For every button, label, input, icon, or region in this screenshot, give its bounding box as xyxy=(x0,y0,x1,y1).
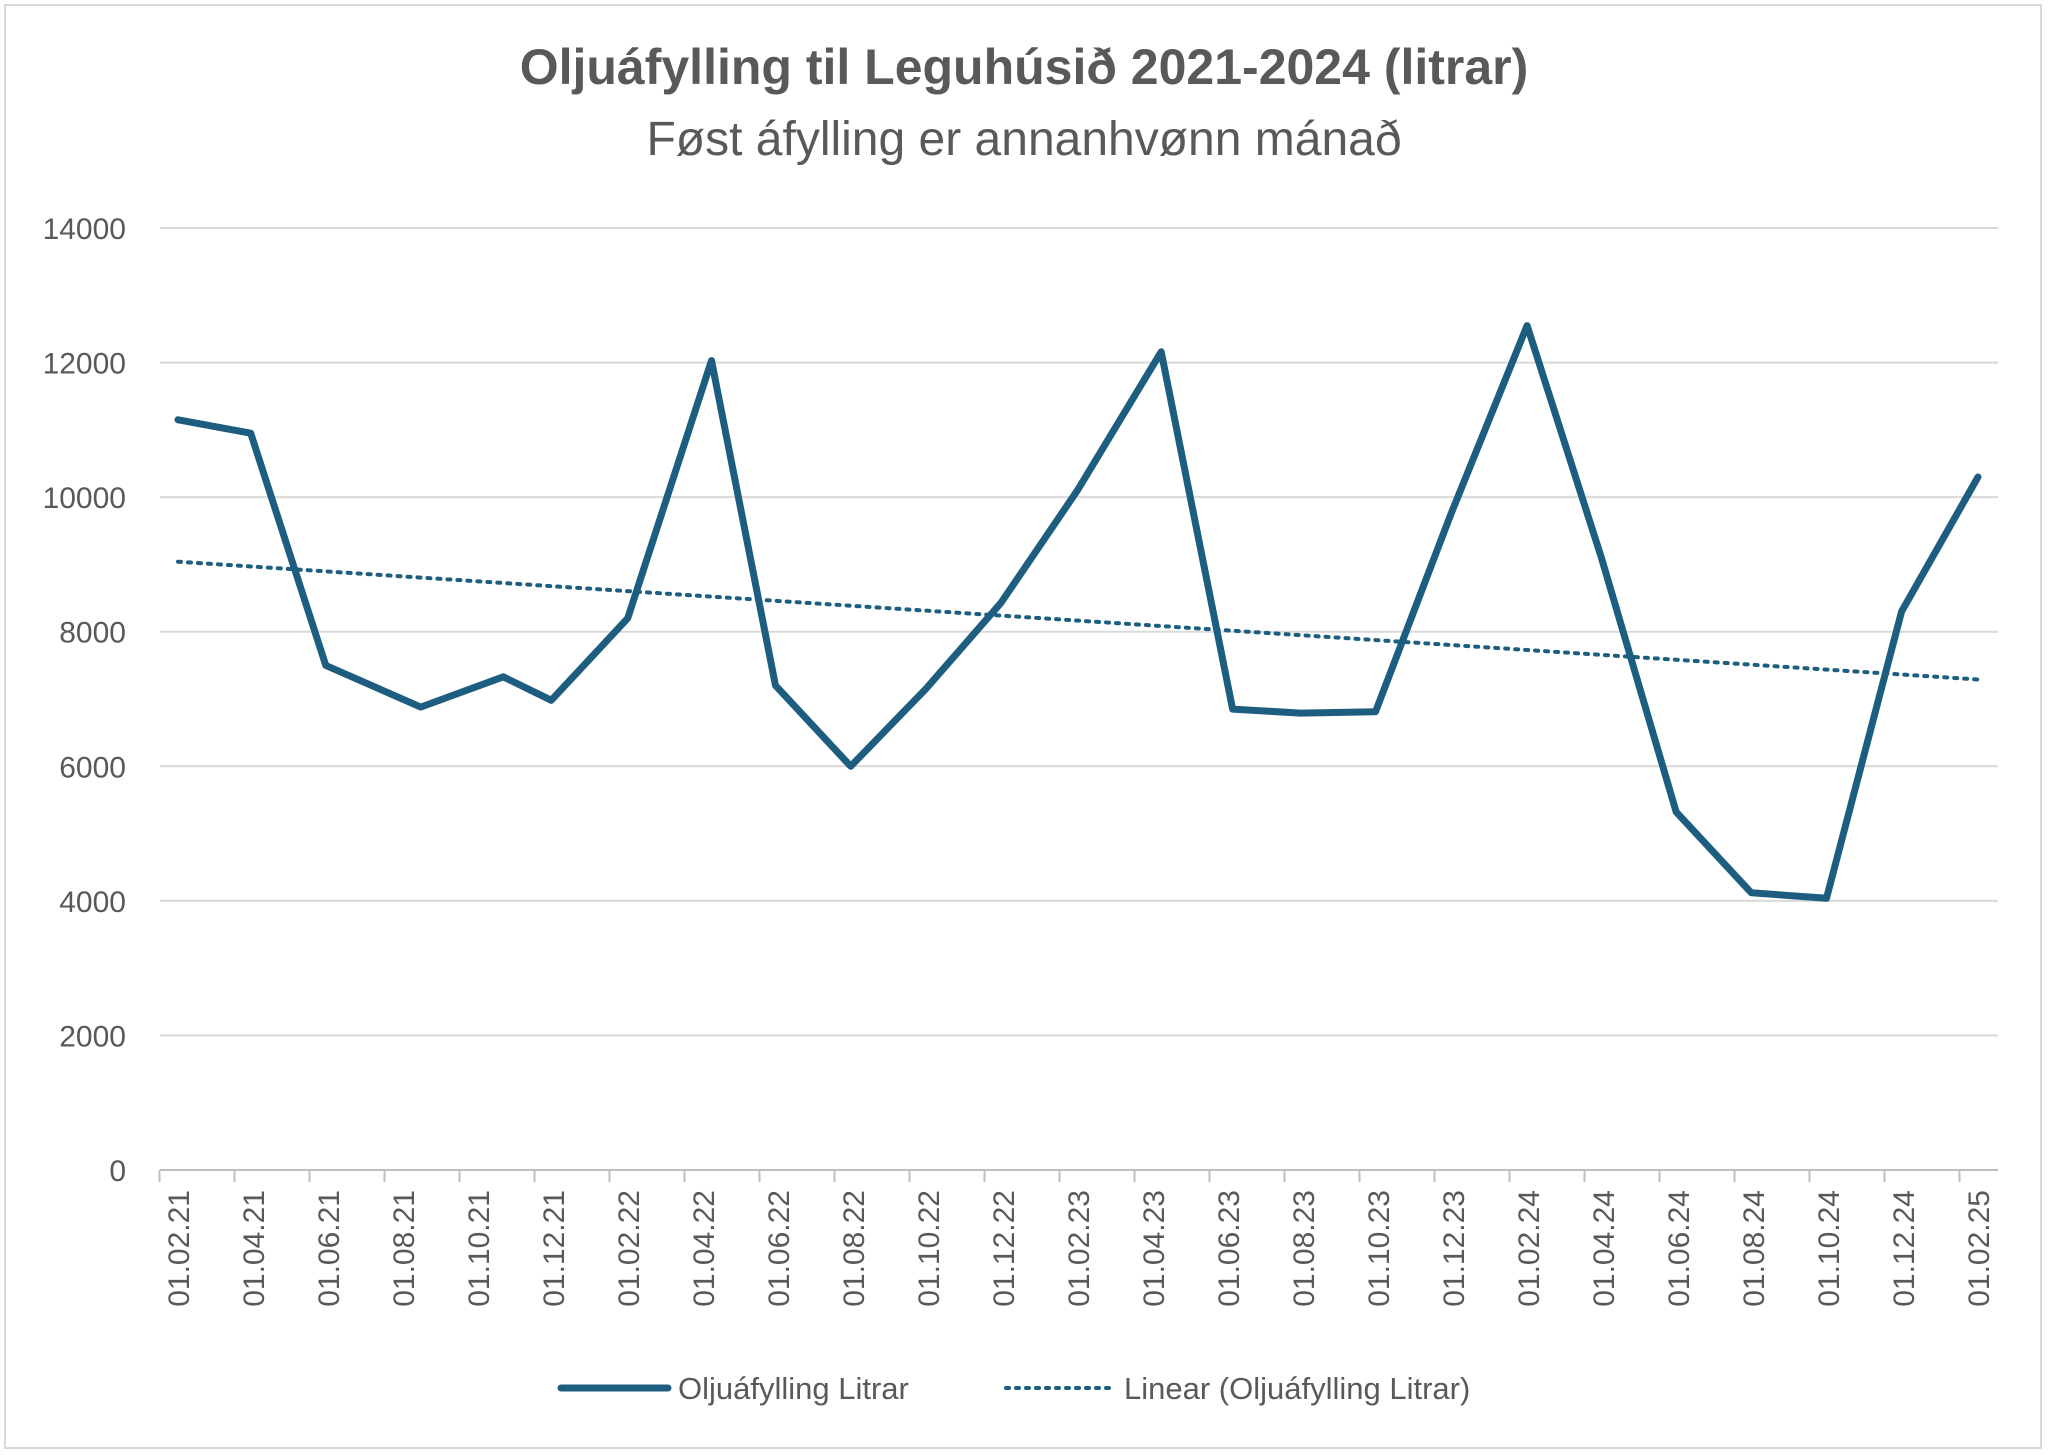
data-point xyxy=(627,617,629,619)
chart-frame xyxy=(4,4,2042,1449)
x-tick-label: 01.02.24 xyxy=(1513,1190,1546,1307)
legend-label-series: Oljuáfylling Litrar xyxy=(678,1371,909,1406)
x-tick-label: 01.08.22 xyxy=(838,1190,871,1307)
data-point xyxy=(1076,489,1078,491)
data-point xyxy=(1675,811,1677,813)
data-point xyxy=(1526,325,1528,327)
data-point xyxy=(711,360,712,362)
data-point xyxy=(502,676,504,678)
data-point xyxy=(1375,711,1376,713)
y-tick-label: 8000 xyxy=(59,617,126,650)
x-tick-label: 01.10.21 xyxy=(463,1190,496,1307)
y-tick-label: 6000 xyxy=(59,751,126,784)
data-point xyxy=(1977,476,1979,478)
x-tick-labels: 01.02.21 01.04.21 01.06.21 01.08.21 01.10.21… xyxy=(163,1190,1996,1307)
data-point xyxy=(1299,712,1301,714)
data-point xyxy=(925,688,927,690)
data-point xyxy=(1750,892,1752,894)
gridlines xyxy=(160,227,1998,1037)
y-tick-labels: 0 2000 4000 6000 8000 10000 12000 14000 xyxy=(43,213,126,1188)
x-tick-label: 01.02.21 xyxy=(163,1190,196,1307)
x-tick-label: 01.04.22 xyxy=(688,1190,721,1307)
fuel-fill-series-line xyxy=(174,322,1982,902)
data-point xyxy=(850,765,852,767)
y-tick-label: 14000 xyxy=(43,213,126,246)
x-tick-label: 01.06.21 xyxy=(313,1190,346,1307)
x-tick-label: 01.06.22 xyxy=(763,1190,796,1307)
chart-subtitle: Føst áfylling er annanhvønn mánað xyxy=(646,113,1402,166)
y-tick-label: 0 xyxy=(109,1155,126,1188)
x-tick-label: 01.04.23 xyxy=(1138,1190,1171,1307)
y-tick-label: 2000 xyxy=(59,1020,126,1053)
data-point xyxy=(550,699,552,701)
x-tick-label: 01.06.23 xyxy=(1213,1190,1246,1307)
data-point xyxy=(325,664,327,666)
trendline-series xyxy=(176,559,1980,682)
x-tick-label: 01.08.24 xyxy=(1738,1190,1771,1307)
x-tick-label: 01.12.21 xyxy=(538,1190,571,1307)
x-tick-label: 01.10.24 xyxy=(1813,1190,1846,1307)
legend: Oljuáfylling Litrar Linear (Oljuáfylling … xyxy=(557,1371,1470,1406)
data-point xyxy=(1826,897,1827,899)
data-point xyxy=(250,432,252,434)
x-tick-label: 01.08.21 xyxy=(388,1190,421,1307)
data-point xyxy=(1901,611,1903,612)
data-point xyxy=(1000,602,1002,604)
data-point xyxy=(1160,351,1162,353)
chart-title: Oljuáfylling til Leguhúsið 2021-2024 (li… xyxy=(519,39,1529,95)
data-point xyxy=(177,419,179,421)
x-axis xyxy=(158,1169,1998,1182)
y-tick-label: 4000 xyxy=(59,886,126,919)
series-lines xyxy=(174,322,1982,902)
x-tick-label: 01.02.25 xyxy=(1963,1190,1996,1307)
data-point xyxy=(1450,514,1452,516)
x-tick-label: 01.04.24 xyxy=(1588,1190,1621,1307)
x-tick-label: 01.12.23 xyxy=(1438,1190,1471,1307)
y-tick-label: 10000 xyxy=(43,482,126,515)
data-point xyxy=(1600,555,1602,557)
data-point xyxy=(1232,708,1234,710)
x-tick-label: 01.10.23 xyxy=(1363,1190,1396,1307)
x-tick-label: 01.04.21 xyxy=(238,1190,271,1307)
x-tick-label: 01.08.23 xyxy=(1288,1190,1321,1307)
data-point xyxy=(420,706,422,708)
y-tick-label: 12000 xyxy=(43,348,126,381)
x-tick-label: 01.02.23 xyxy=(1063,1190,1096,1307)
x-tick-label: 01.12.22 xyxy=(988,1190,1021,1307)
x-tick-label: 01.12.24 xyxy=(1888,1190,1921,1307)
x-tick-label: 01.02.22 xyxy=(613,1190,646,1307)
x-tick-label: 01.06.24 xyxy=(1663,1190,1696,1307)
data-point xyxy=(775,685,776,686)
legend-label-trendline: Linear (Oljuáfylling Litrar) xyxy=(1124,1371,1470,1406)
x-tick-label: 01.10.22 xyxy=(913,1190,946,1307)
